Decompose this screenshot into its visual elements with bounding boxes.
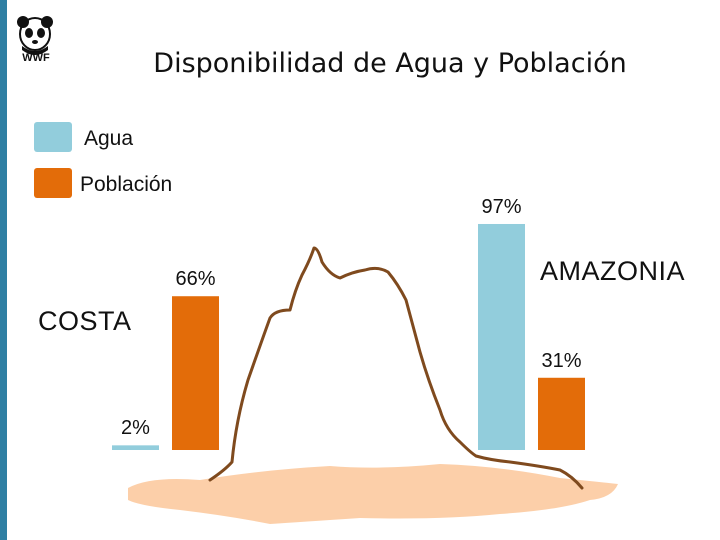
panda-icon <box>17 16 53 55</box>
legend-swatch-poblacion <box>34 168 72 198</box>
bar-costa-agua <box>112 445 159 450</box>
bar-amazonia-poblacion <box>538 377 585 450</box>
data-label: 66% <box>175 268 216 291</box>
category-label-costa: COSTA <box>38 306 132 336</box>
data-label: 2% <box>121 417 150 440</box>
andes-profile-line <box>208 246 584 490</box>
left-accent-bar <box>0 0 7 540</box>
legend-label-poblacion: Población <box>80 173 173 196</box>
chart-title: Disponibilidad de Agua y Población <box>153 48 627 79</box>
legend-label-agua: Agua <box>84 127 134 150</box>
bar-costa-poblacion <box>172 296 219 450</box>
land-shape <box>128 464 618 524</box>
category-label-amazonia: AMAZONIA <box>540 256 686 286</box>
data-label: 31% <box>541 349 582 372</box>
wwf-logo-text: WWF <box>22 52 50 64</box>
bar-amazonia-agua <box>478 223 525 450</box>
legend-swatch-agua <box>34 122 72 152</box>
data-label: 97% <box>481 195 522 218</box>
